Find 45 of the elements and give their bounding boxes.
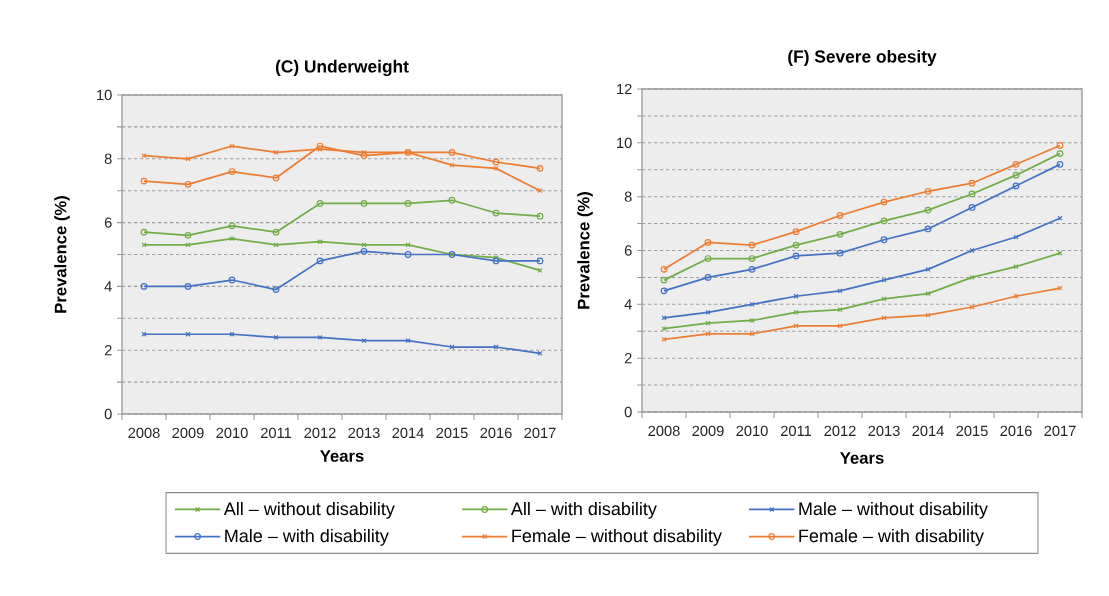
chart-title: (C) Underweight [275, 59, 409, 77]
legend-label: All – with disability [510, 501, 657, 519]
x-tick-label: 2015 [436, 427, 468, 439]
x-tick-label: 2011 [260, 427, 292, 439]
y-axis-title: Prevalence (%) [577, 192, 593, 309]
x-tick-label: 2010 [216, 427, 248, 439]
x-tick-label: 2014 [392, 427, 424, 439]
y-tick-label: 6 [624, 245, 632, 256]
y-tick-label: 10 [97, 89, 112, 101]
x-tick-label: 2012 [824, 425, 856, 437]
y-tick-label: 10 [617, 137, 632, 149]
chart-title: (F) Severe obesity [788, 49, 937, 67]
x-tick-label: 2017 [524, 427, 556, 439]
y-tick-label: 0 [624, 406, 632, 418]
x-tick-label: 2008 [128, 427, 160, 439]
x-tick-label: 2014 [912, 425, 944, 437]
legend-label: Female – with disability [799, 529, 984, 546]
x-tick-label: 2012 [304, 427, 336, 439]
x-tick-label: 2011 [780, 425, 812, 437]
y-tick-label: 4 [104, 281, 112, 292]
legend-label: Female – without disability [512, 529, 722, 546]
x-tick-label: 2015 [956, 425, 988, 437]
x-tick-label: 2016 [1000, 425, 1032, 437]
x-tick-label: 2009 [692, 425, 724, 437]
x-tick-label: 2016 [480, 427, 512, 439]
y-tick-label: 2 [624, 353, 632, 364]
legend-label: Male – without disability [799, 501, 988, 519]
y-tick-label: 8 [624, 191, 632, 202]
x-tick-label: 2008 [648, 425, 680, 437]
x-tick-label: 2013 [868, 425, 900, 437]
y-axis-title: Prevalence (%) [54, 196, 70, 313]
x-tick-label: 2017 [1044, 425, 1076, 437]
x-axis-title: Years [840, 452, 884, 464]
legend-label: All – without disability [223, 501, 395, 519]
x-tick-label: 2009 [172, 427, 204, 439]
x-axis-title: Years [320, 450, 364, 462]
y-tick-label: 2 [104, 345, 112, 356]
y-tick-label: 0 [104, 408, 112, 420]
y-tick-label: 8 [104, 153, 112, 164]
y-tick-label: 12 [617, 83, 632, 95]
x-tick-label: 2013 [348, 427, 380, 439]
legend-label: Male – with disability [225, 529, 389, 546]
x-tick-label: 2010 [736, 425, 768, 437]
y-tick-label: 6 [104, 217, 112, 228]
y-tick-label: 4 [624, 299, 632, 310]
